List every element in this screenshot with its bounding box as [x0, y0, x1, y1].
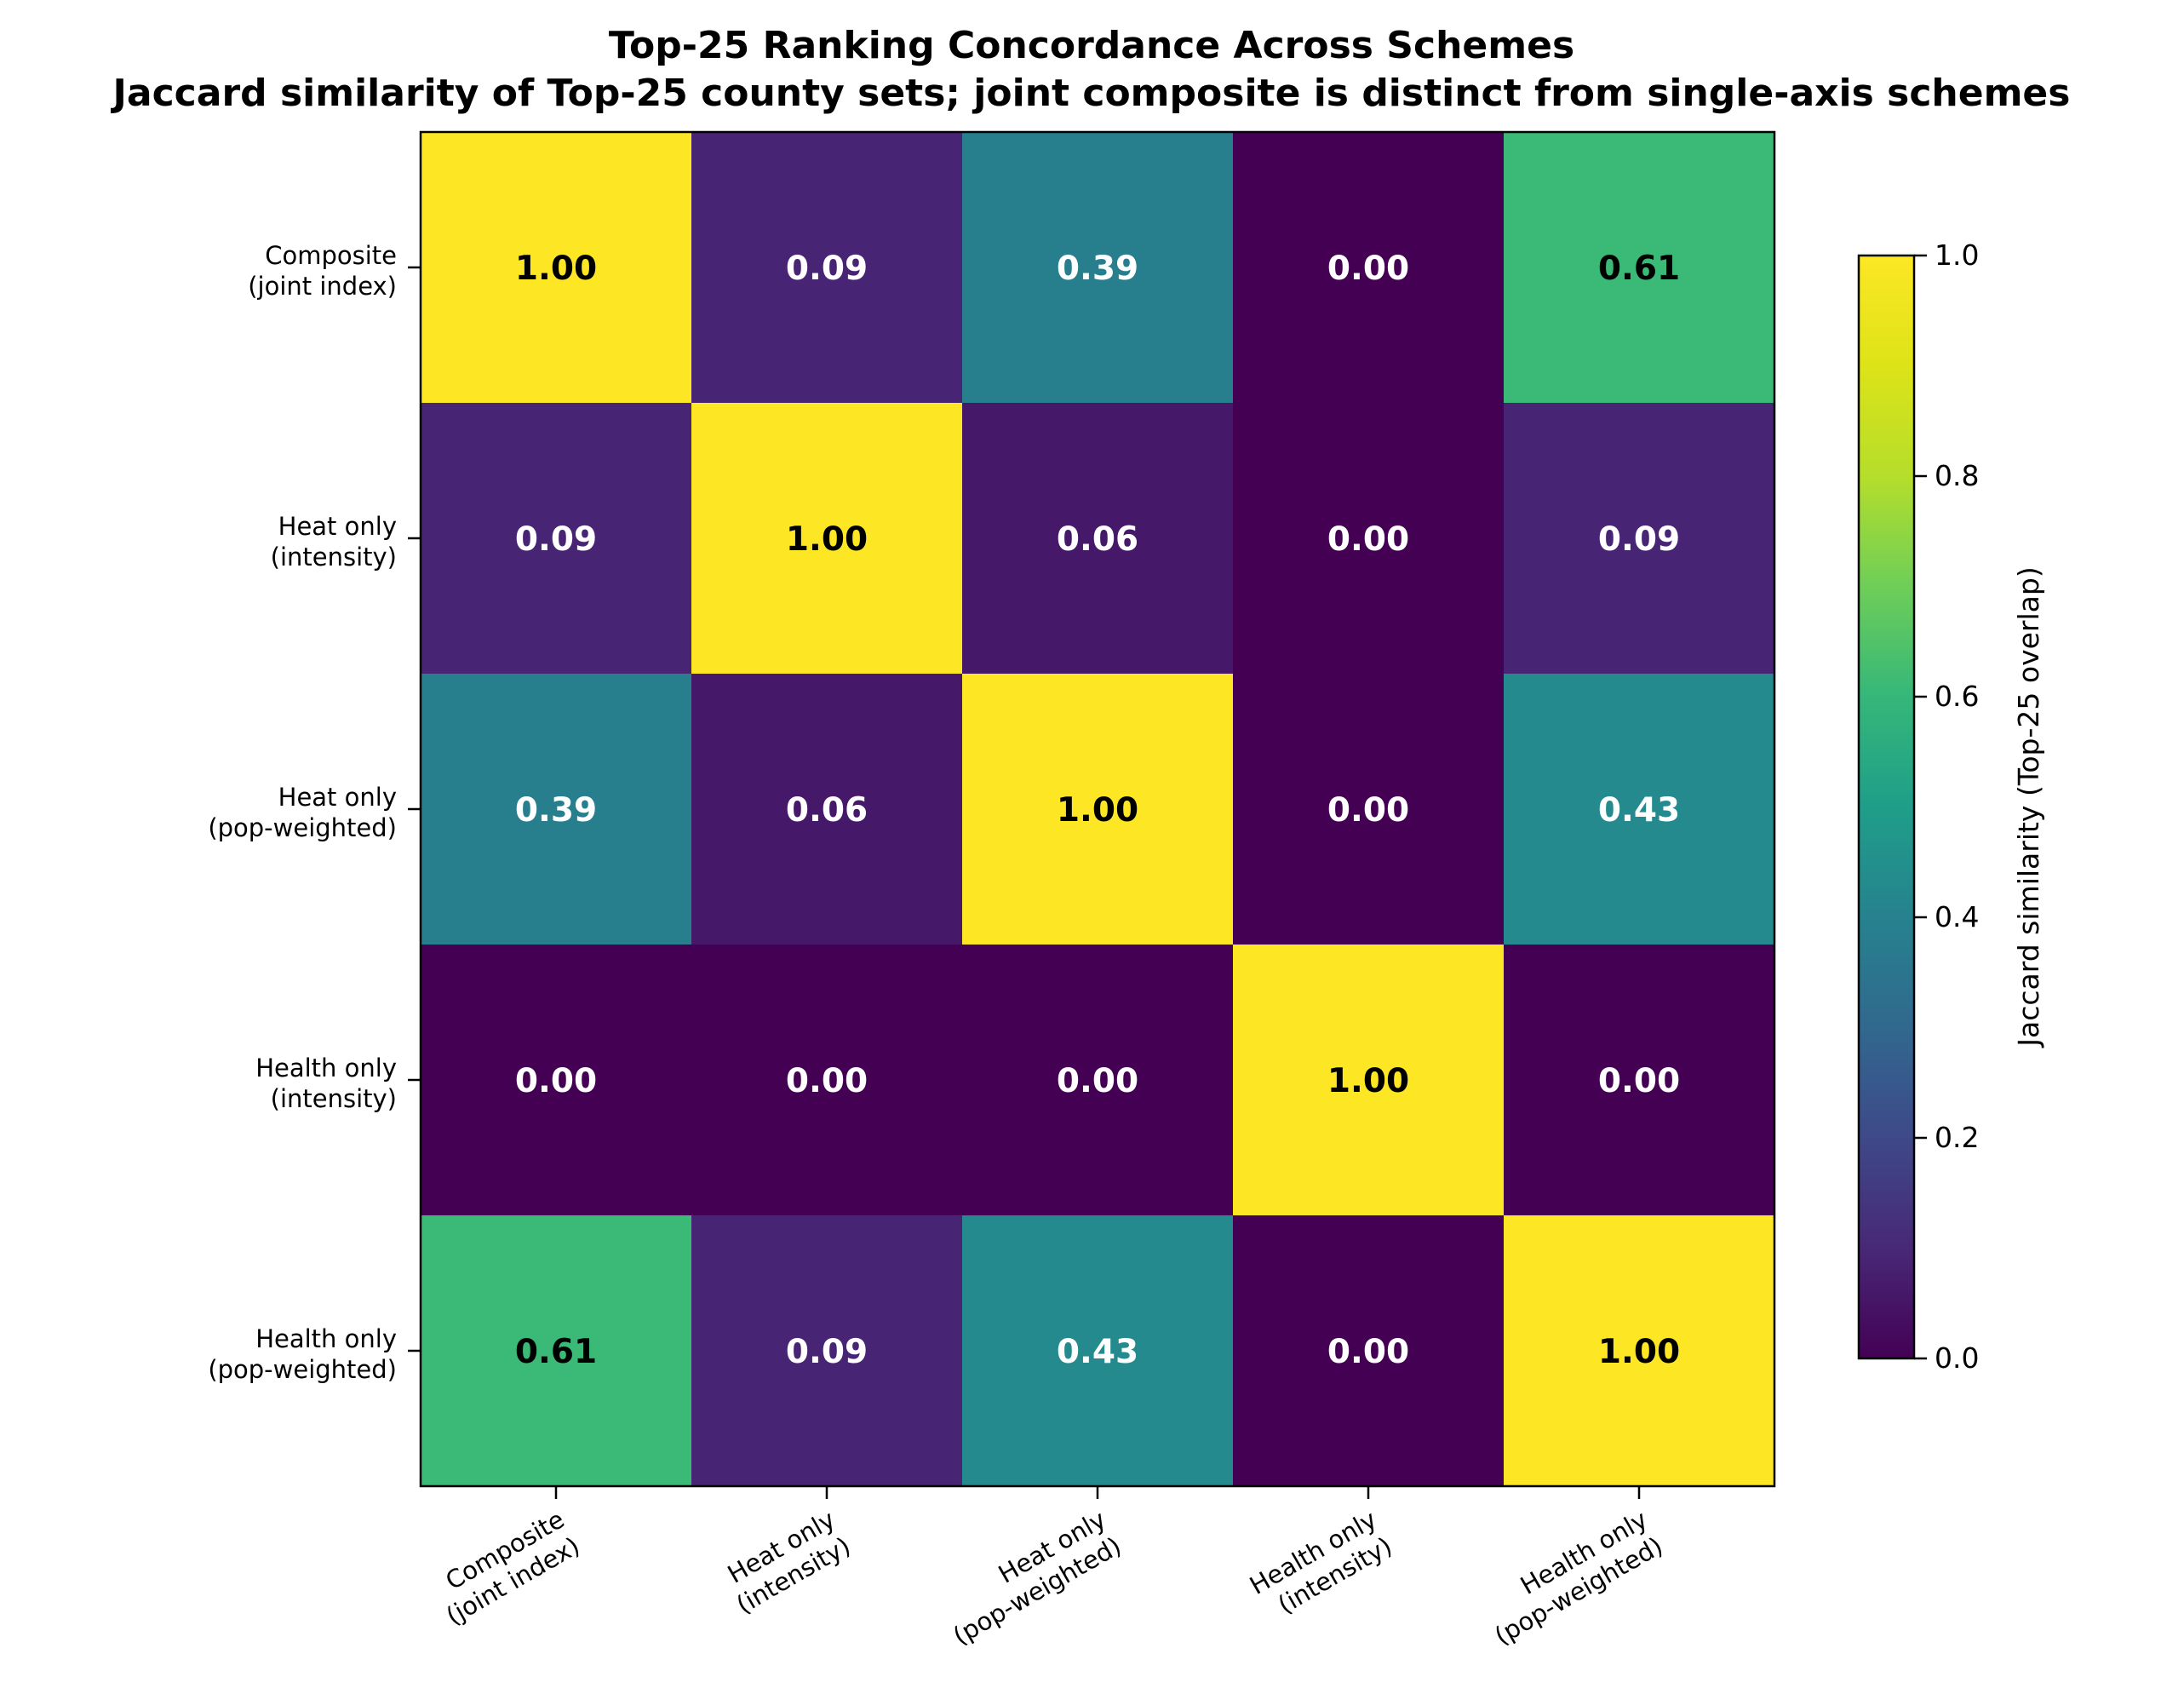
- y-tick-label: Heat only: [278, 512, 397, 541]
- heatmap-cell-labels: 1.00 0.09 0.39 0.00 0.61 0.09 1.00 0.06 0.00 0.09…: [515, 250, 1680, 1371]
- heatmap-cell: [962, 945, 1234, 1216]
- y-tick-label: (joint index): [248, 272, 397, 301]
- colorbar-tick-label: 0.4: [1935, 900, 1979, 933]
- heatmap-cell: [1504, 132, 1775, 404]
- heatmap-cell: [691, 1215, 963, 1487]
- heatmap-cell: [421, 674, 692, 945]
- colorbar-gradient: [1859, 256, 1914, 1358]
- heatmap-cell: [421, 403, 692, 675]
- heatmap-cell: [1233, 674, 1505, 945]
- cell-value-label: 0.00: [1327, 791, 1409, 830]
- y-tick-label: Health only: [255, 1324, 397, 1353]
- heatmap-cell: [1504, 1215, 1775, 1487]
- colorbar-tick-label: 1.0: [1935, 238, 1979, 272]
- x-tick-label-group: Health only(intensity): [1245, 1505, 1397, 1620]
- cell-value-label: 0.09: [786, 250, 868, 288]
- heatmap-cell: [1504, 674, 1775, 945]
- heatmap-cell: [691, 132, 963, 404]
- heatmap-cells: [421, 132, 1775, 1487]
- heatmap-cell: [691, 674, 963, 945]
- cell-value-label: 0.06: [1057, 520, 1138, 559]
- y-tick-label: Composite: [265, 241, 397, 270]
- chart-subtitle: Jaccard similarity of Top-25 county sets…: [111, 72, 2071, 115]
- heatmap-cell: [962, 1215, 1234, 1487]
- y-tick-label: (pop-weighted): [208, 813, 397, 842]
- cell-value-label: 0.00: [1327, 520, 1409, 559]
- colorbar: 0.0 0.2 0.4 0.6 0.8 1.0 Jaccard similarity (T…: [1857, 238, 2045, 1375]
- heatmap-cell: [1233, 1215, 1505, 1487]
- x-tick-label-group: Heat only(pop-weighted): [949, 1505, 1126, 1651]
- cell-value-label: 0.00: [1598, 1062, 1680, 1100]
- colorbar-label: Jaccard similarity (Top-25 overlap): [2012, 566, 2045, 1048]
- heatmap-cell: [1504, 403, 1775, 675]
- y-tick-label: (intensity): [271, 543, 397, 571]
- x-tick-label-group: Health only(pop-weighted): [1490, 1505, 1668, 1651]
- cell-value-label: 1.00: [515, 250, 597, 288]
- cell-value-label: 0.43: [1598, 791, 1680, 830]
- colorbar-tick-label: 0.0: [1935, 1341, 1979, 1375]
- cell-value-label: 0.61: [515, 1333, 597, 1371]
- x-tick-label-group: Composite(joint index): [440, 1505, 584, 1631]
- heatmap-cell: [962, 674, 1234, 945]
- cell-value-label: 0.43: [1057, 1333, 1138, 1371]
- cell-value-label: 0.00: [1327, 250, 1409, 288]
- cell-value-label: 1.00: [786, 520, 868, 559]
- y-tick-label: (intensity): [271, 1084, 397, 1113]
- heatmap-cell: [421, 1215, 692, 1487]
- cell-value-label: 1.00: [1327, 1062, 1409, 1100]
- cell-value-label: 0.00: [786, 1062, 868, 1100]
- heatmap-cell: [1504, 945, 1775, 1216]
- heatmap-cell: [421, 945, 692, 1216]
- cell-value-label: 0.39: [515, 791, 597, 830]
- y-axis: Composite(joint index)Heat only(intensit…: [208, 241, 421, 1384]
- heatmap-cell: [691, 403, 963, 675]
- heatmap-cell: [1233, 945, 1505, 1216]
- cell-value-label: 1.00: [1057, 791, 1138, 830]
- x-tick-label-group: Heat only(intensity): [723, 1505, 856, 1620]
- cell-value-label: 0.09: [515, 520, 597, 559]
- y-tick-label: Health only: [255, 1054, 397, 1082]
- chart-title: Top-25 Ranking Concordance Across Scheme…: [609, 24, 1574, 67]
- cell-value-label: 0.09: [786, 1333, 868, 1371]
- heatmap-cell: [421, 132, 692, 404]
- y-tick-label: Heat only: [278, 783, 397, 812]
- colorbar-tick-label: 0.2: [1935, 1121, 1979, 1154]
- heatmap-cell: [1233, 132, 1505, 404]
- colorbar-tick-label: 0.8: [1935, 459, 1979, 492]
- cell-value-label: 0.00: [1327, 1333, 1409, 1371]
- cell-value-label: 0.00: [1057, 1062, 1138, 1100]
- heatmap-cell: [1233, 403, 1505, 675]
- heatmap-cell: [691, 945, 963, 1216]
- x-axis: Composite(joint index) Heat only(intensit…: [440, 1486, 1668, 1651]
- colorbar-ticks: 0.0 0.2 0.4 0.6 0.8 1.0: [1914, 238, 1979, 1375]
- cell-value-label: 0.39: [1057, 250, 1138, 288]
- cell-value-label: 1.00: [1598, 1333, 1680, 1371]
- heatmap-cell: [962, 403, 1234, 675]
- y-tick-label: (pop-weighted): [208, 1355, 397, 1384]
- cell-value-label: 0.09: [1598, 520, 1680, 559]
- heatmap-cell: [962, 132, 1234, 404]
- cell-value-label: 0.06: [786, 791, 868, 830]
- cell-value-label: 0.61: [1598, 250, 1680, 288]
- colorbar-frame: [1857, 254, 1916, 1360]
- colorbar-tick-label: 0.6: [1935, 680, 1979, 713]
- cell-value-label: 0.00: [515, 1062, 597, 1100]
